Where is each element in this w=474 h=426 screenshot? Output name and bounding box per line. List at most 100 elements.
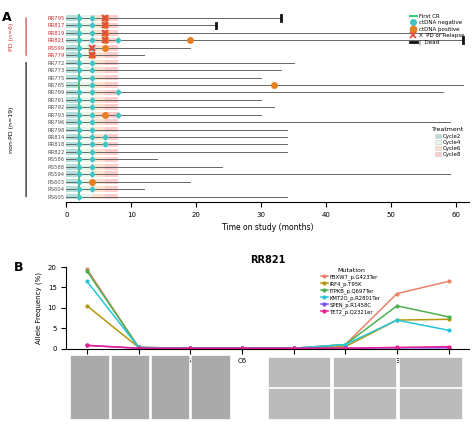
FancyBboxPatch shape <box>191 355 229 419</box>
TET2_p.Q2321er <box>136 345 142 351</box>
TET2_p.Q2321er <box>84 343 90 348</box>
IRF4_p.T95K <box>84 303 90 308</box>
Bar <box>105 119 118 125</box>
Bar <box>92 89 105 95</box>
KMT2O_p.R2801Ter <box>342 342 348 347</box>
KMT2O_p.R2801Ter <box>188 345 193 351</box>
Bar <box>92 194 105 199</box>
Bar <box>66 23 79 28</box>
Bar <box>66 67 79 73</box>
Bar <box>66 157 79 162</box>
KMT2O_p.R2801Ter <box>84 279 90 284</box>
Bar <box>79 15 92 21</box>
Bar <box>79 52 92 58</box>
ITPKB_p.Q697Ter <box>291 345 296 351</box>
KMT2O_p.R2801Ter <box>394 317 400 322</box>
Bar <box>79 89 92 95</box>
SPEN_p.R1458C <box>446 345 451 351</box>
Bar <box>105 134 118 140</box>
Bar <box>66 37 79 43</box>
Bar <box>66 149 79 155</box>
Bar <box>92 164 105 170</box>
Bar <box>92 119 105 125</box>
Bar <box>79 134 92 140</box>
FancyBboxPatch shape <box>151 355 189 419</box>
Title: RR821: RR821 <box>250 255 285 265</box>
Bar <box>105 45 118 51</box>
Line: IRF4_p.T95K: IRF4_p.T95K <box>86 305 450 350</box>
Bar <box>79 186 92 192</box>
FancyBboxPatch shape <box>268 357 330 387</box>
Bar <box>79 37 92 43</box>
FBXW7_p.G423Ter <box>394 291 400 296</box>
Bar <box>66 186 79 192</box>
Bar <box>66 52 79 58</box>
Bar <box>105 142 118 147</box>
Bar <box>79 142 92 147</box>
Bar <box>79 172 92 177</box>
KMT2O_p.R2801Ter <box>239 345 245 351</box>
Bar <box>92 67 105 73</box>
Bar <box>105 97 118 103</box>
Bar <box>92 37 105 43</box>
Bar <box>92 112 105 118</box>
IRF4_p.T95K <box>136 345 142 350</box>
TET2_p.Q2321er <box>239 345 245 351</box>
Bar <box>79 149 92 155</box>
Bar <box>66 45 79 51</box>
KMT2O_p.R2801Ter <box>291 345 296 351</box>
Legend: Cycle2, Cycle4, Cycle6, Cycle8: Cycle2, Cycle4, Cycle6, Cycle8 <box>430 125 466 159</box>
Bar <box>105 60 118 66</box>
IRF4_p.T95K <box>291 345 296 351</box>
Bar <box>66 75 79 81</box>
TET2_p.Q2321er <box>394 345 400 350</box>
Bar <box>66 112 79 118</box>
Bar <box>92 134 105 140</box>
FancyBboxPatch shape <box>334 389 396 419</box>
FBXW7_p.G423Ter <box>84 267 90 272</box>
IRF4_p.T95K <box>239 345 245 351</box>
Bar <box>79 45 92 51</box>
Bar <box>79 82 92 88</box>
Bar <box>79 60 92 66</box>
Bar <box>92 15 105 21</box>
Bar <box>66 60 79 66</box>
ITPKB_p.Q697Ter <box>84 269 90 274</box>
KMT2O_p.R2801Ter <box>446 328 451 333</box>
Bar <box>105 82 118 88</box>
FBXW7_p.G423Ter <box>188 345 193 351</box>
Bar <box>105 194 118 199</box>
IRF4_p.T95K <box>342 344 348 349</box>
ITPKB_p.Q697Ter <box>342 342 348 347</box>
Bar <box>79 127 92 132</box>
Bar <box>66 15 79 21</box>
Bar <box>105 164 118 170</box>
Bar <box>92 45 105 51</box>
FancyBboxPatch shape <box>268 389 330 419</box>
Bar <box>105 75 118 81</box>
Bar <box>92 52 105 58</box>
Bar <box>105 157 118 162</box>
Bar <box>105 52 118 58</box>
Line: KMT2O_p.R2801Ter: KMT2O_p.R2801Ter <box>86 280 450 350</box>
IRF4_p.T95K <box>394 317 400 322</box>
X-axis label: Time on study (months): Time on study (months) <box>222 223 314 232</box>
SPEN_p.R1458C <box>394 345 400 351</box>
Bar <box>92 179 105 184</box>
Bar <box>105 67 118 73</box>
SPEN_p.R1458C <box>136 345 142 351</box>
Line: TET2_p.Q2321er: TET2_p.Q2321er <box>86 344 450 350</box>
TET2_p.Q2321er <box>342 345 348 351</box>
Bar <box>105 112 118 118</box>
Bar <box>66 134 79 140</box>
Bar <box>92 149 105 155</box>
FancyBboxPatch shape <box>334 357 396 387</box>
Text: non-PD (n=19): non-PD (n=19) <box>9 106 15 153</box>
Text: PD (n=6): PD (n=6) <box>9 23 15 51</box>
Bar <box>105 186 118 192</box>
Bar <box>92 172 105 177</box>
Bar <box>79 23 92 28</box>
Bar <box>105 172 118 177</box>
Bar <box>105 179 118 184</box>
Bar <box>92 142 105 147</box>
